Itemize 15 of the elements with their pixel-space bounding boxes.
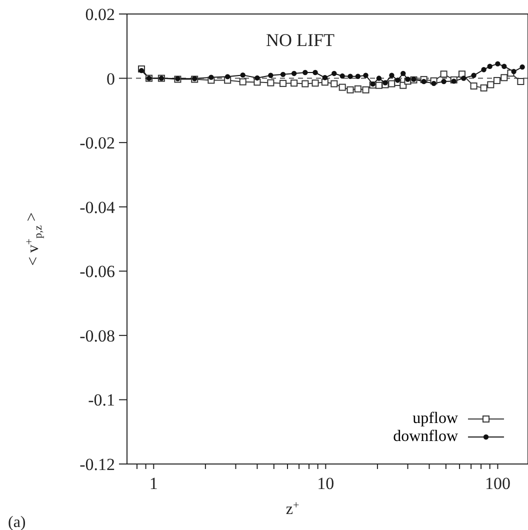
y-tick-label: -0.1 xyxy=(88,390,115,410)
legend-label: downflow xyxy=(393,428,458,446)
annotation: NO LIFT xyxy=(266,30,334,51)
x-axis-title: z$^{+}$ xyxy=(286,500,300,518)
x-tick-label: 10 xyxy=(317,474,334,494)
x-tick-label: 1 xyxy=(149,474,158,494)
x-tick-label: 100 xyxy=(484,474,510,494)
y-tick-label: -0.06 xyxy=(80,262,115,282)
legend-label: upflow xyxy=(412,410,458,428)
y-tick-label: -0.04 xyxy=(80,198,116,217)
y-tick-label: -0.02 xyxy=(80,134,115,153)
y-tick-label: 0 xyxy=(106,69,115,88)
y-tick-label: 0.02 xyxy=(85,5,115,24)
y-tick-label: -0.12 xyxy=(80,455,115,474)
y-tick-label: -0.08 xyxy=(80,326,115,346)
